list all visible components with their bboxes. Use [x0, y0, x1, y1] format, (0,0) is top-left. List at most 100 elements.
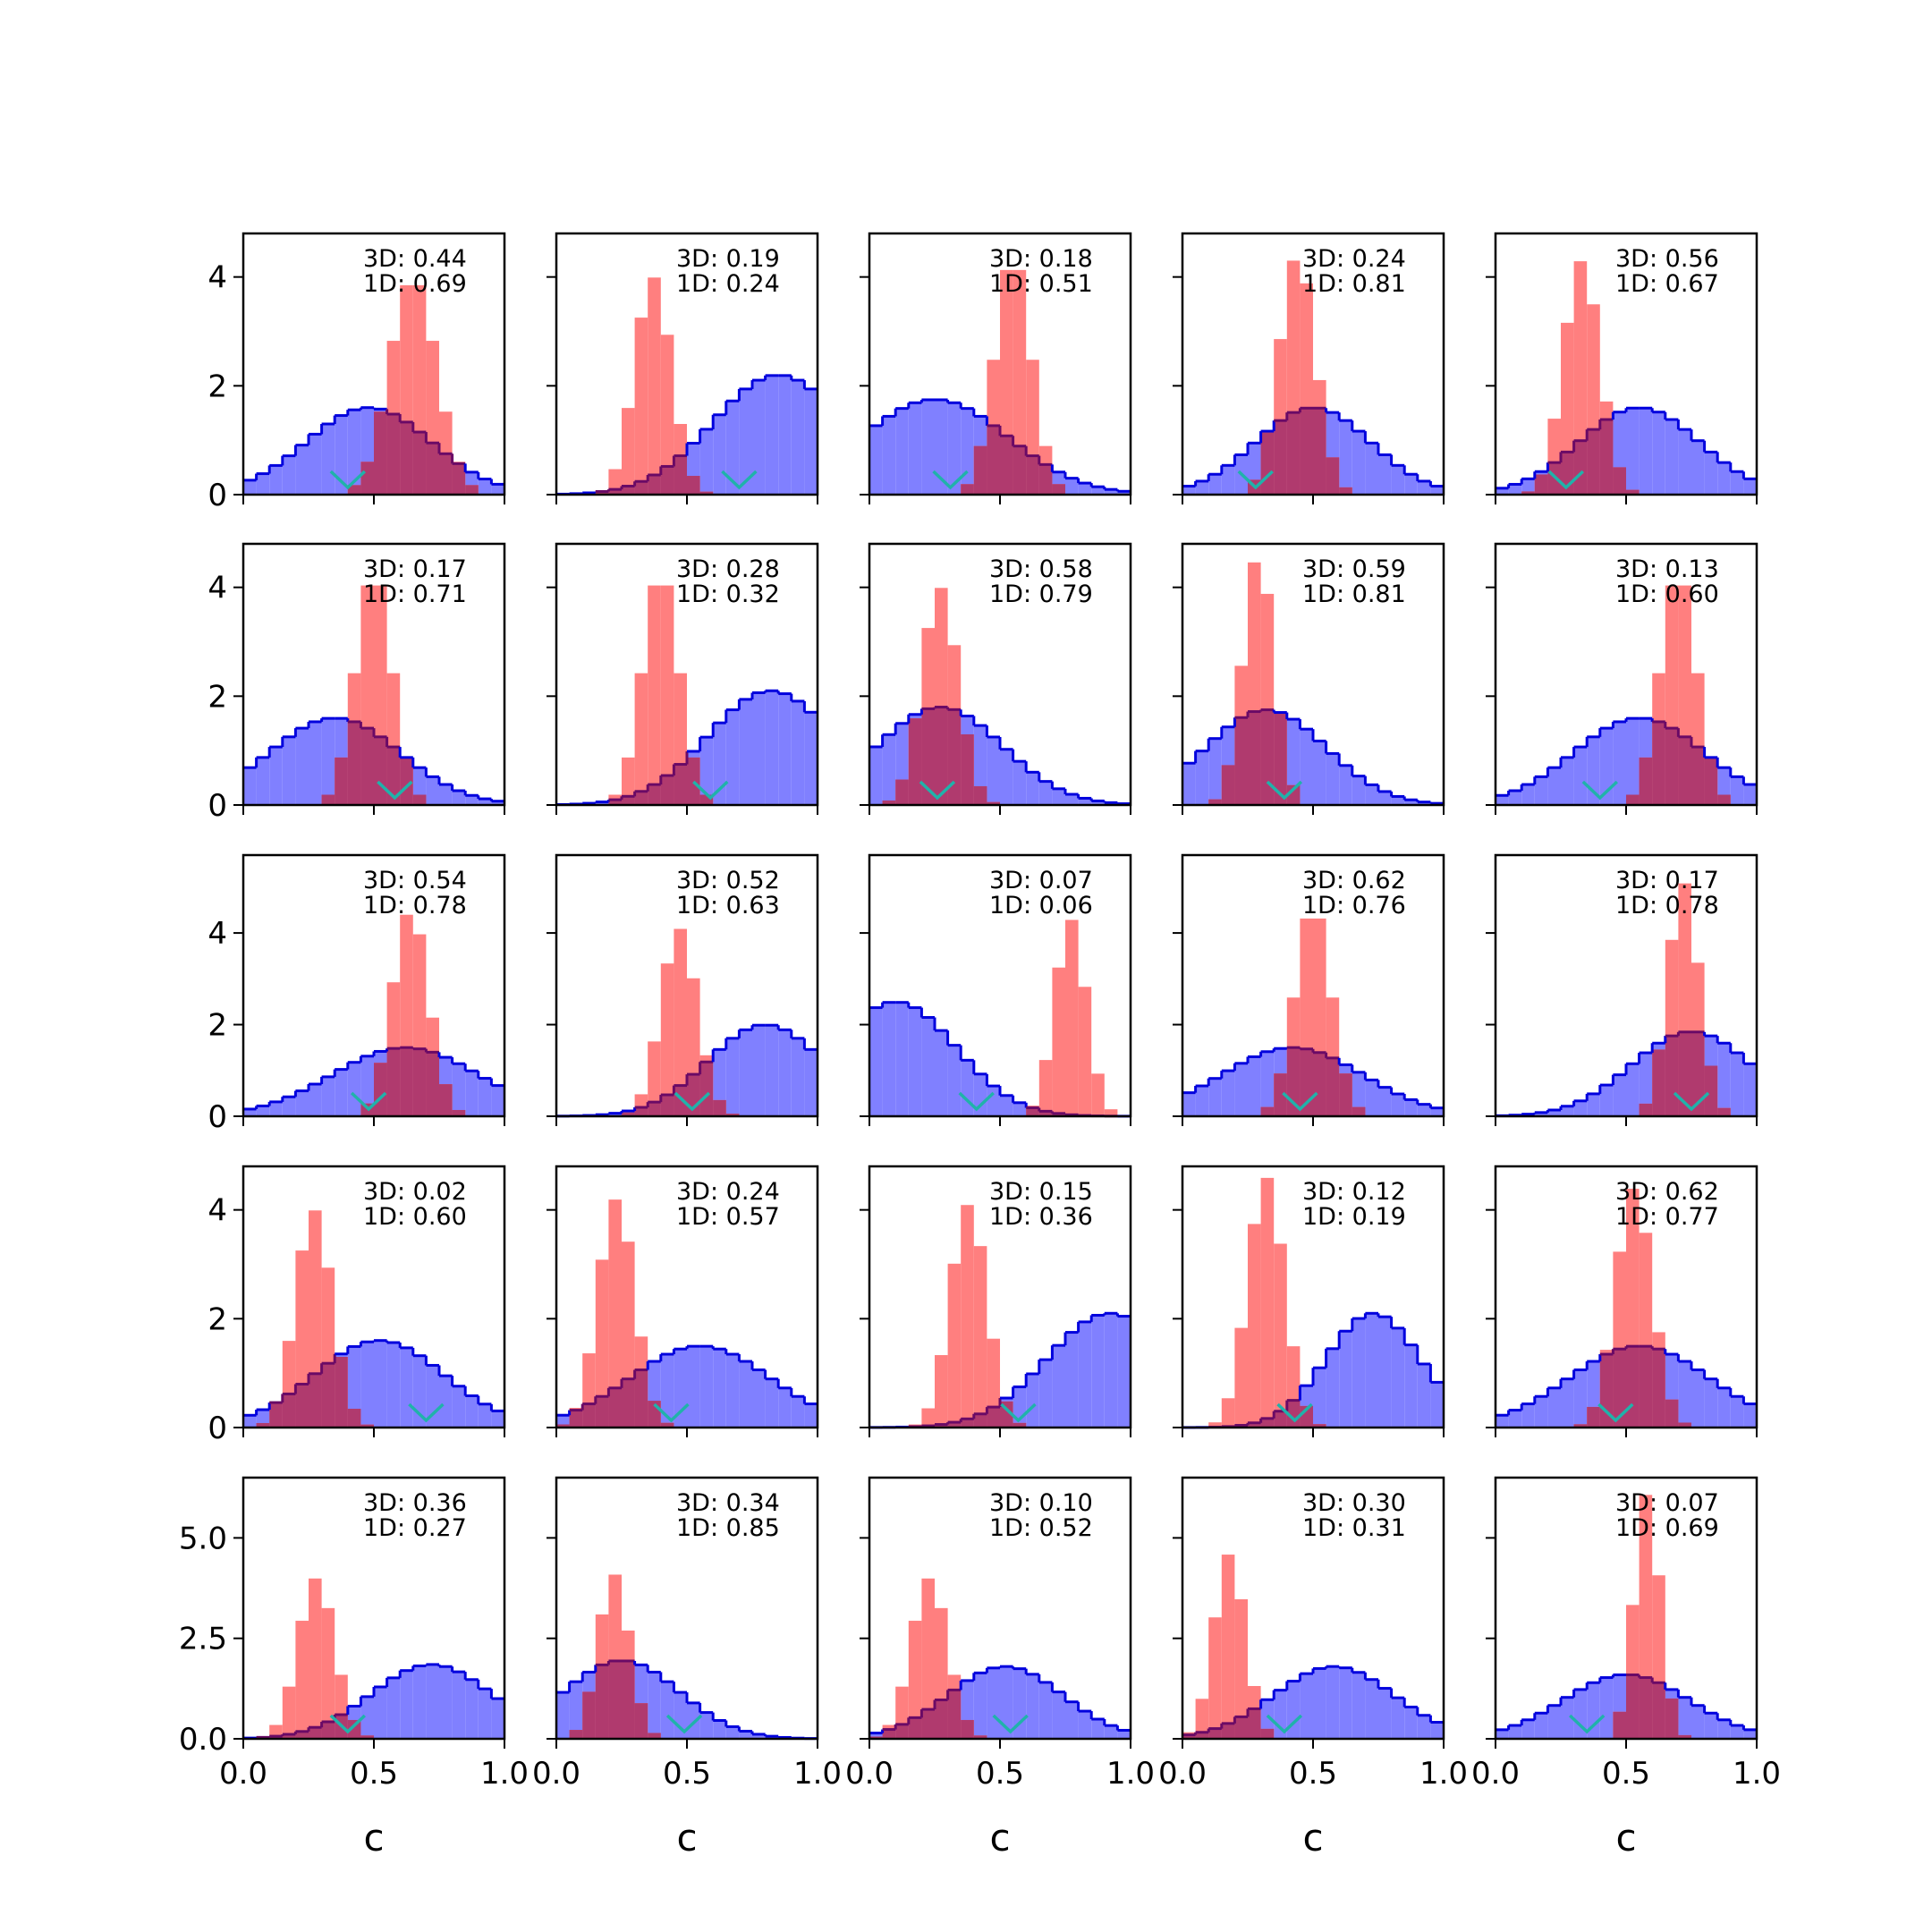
overlap-bar — [1704, 757, 1718, 805]
narrow-bar — [648, 1041, 661, 1116]
wide-bar — [1195, 480, 1209, 495]
wide-bar — [713, 414, 726, 495]
overlap-bar — [360, 728, 374, 805]
chevron-down-icon — [992, 1714, 1029, 1734]
chevron-down-icon — [919, 780, 956, 801]
overlap-bar — [935, 1699, 948, 1739]
wide-bar — [269, 747, 283, 805]
wide-bar — [908, 402, 922, 495]
wide-bar — [335, 1069, 348, 1116]
wide-bar — [465, 1071, 479, 1116]
overlap-bar — [973, 445, 987, 495]
overlap-bar — [608, 489, 622, 495]
chevron-down-icon — [350, 1091, 387, 1112]
wide-bar — [1730, 1725, 1744, 1739]
wide-bar — [256, 757, 270, 805]
overlap-bar — [1652, 1349, 1665, 1428]
wide-bar — [1391, 1327, 1405, 1428]
wide-bar — [921, 1017, 935, 1116]
wide-bar — [1508, 1410, 1522, 1428]
overlap-bar — [935, 1424, 948, 1428]
wide-bar — [491, 484, 504, 495]
chevron-down-icon — [329, 470, 367, 490]
overlap-bar — [1626, 794, 1640, 805]
wide-bar — [895, 408, 909, 495]
x-tick-label: 1.0 — [480, 1756, 529, 1792]
wide-bar — [1743, 479, 1757, 495]
wide-bar — [426, 1664, 439, 1739]
overlap-bar — [1639, 757, 1653, 805]
wide-bar — [608, 1113, 622, 1116]
wide-bar — [947, 1045, 962, 1116]
overlap-bar — [674, 764, 687, 805]
wide-bar — [778, 693, 792, 805]
wide-bar — [1547, 767, 1561, 805]
wide-bar — [1561, 1697, 1574, 1739]
wide-bar — [1534, 1396, 1548, 1428]
overlap-bar — [256, 1422, 270, 1428]
annotation-3d: 3D: 0.12 — [1302, 1178, 1406, 1206]
chevron-down-icon — [958, 1091, 995, 1112]
wide-bar — [1691, 1369, 1705, 1428]
narrow-bar — [608, 1199, 622, 1428]
wide-bar — [1260, 1051, 1275, 1116]
annotation-3d: 3D: 0.07 — [1615, 1489, 1719, 1517]
wide-bar — [295, 445, 309, 495]
wide-bar — [335, 415, 348, 495]
overlap-bar — [973, 1735, 987, 1739]
wide-bar — [752, 1369, 766, 1428]
wide-bar — [1078, 798, 1092, 805]
narrow-bar — [1065, 919, 1079, 1116]
overlap-bar — [1274, 1073, 1287, 1116]
overlap-bar — [1326, 457, 1340, 495]
overlap-bar — [1599, 419, 1614, 495]
overlap-bar — [699, 491, 714, 495]
x-axis-label: c — [676, 1816, 697, 1860]
overlap-bar — [1038, 1111, 1053, 1116]
wide-bar — [1717, 1387, 1731, 1428]
wide-bar — [1052, 1345, 1065, 1428]
narrow-bar — [660, 585, 674, 805]
narrow-bar — [660, 335, 674, 495]
annotation-3d: 3D: 0.44 — [363, 245, 467, 273]
wide-bar — [987, 1667, 1000, 1739]
narrow-bar — [1104, 1109, 1118, 1116]
wide-bar — [687, 1346, 700, 1428]
wide-bar — [713, 1349, 726, 1428]
overlap-bar — [1248, 1708, 1261, 1739]
wide-bar — [1013, 761, 1027, 805]
overlap-bar — [1613, 1711, 1626, 1739]
wide-bar — [478, 479, 492, 495]
overlap-bar — [452, 463, 466, 495]
wide-bar — [1078, 483, 1092, 495]
overlap-bar — [400, 1047, 413, 1116]
wide-bar — [282, 736, 296, 805]
wide-bar — [674, 1692, 687, 1739]
narrow-bar — [634, 673, 648, 805]
wide-bar — [1404, 1344, 1418, 1428]
wide-bar — [1391, 796, 1405, 805]
wide-bar — [1352, 1672, 1366, 1739]
wide-bar — [1743, 1063, 1757, 1116]
overlap-bar — [1000, 436, 1013, 495]
y-tick-label: 2 — [208, 1008, 227, 1044]
overlap-bar — [1521, 491, 1535, 495]
overlap-bar — [921, 708, 935, 805]
wide-bar — [1365, 1313, 1378, 1428]
annotation-3d: 3D: 0.36 — [363, 1489, 467, 1517]
annotation-1d: 1D: 0.71 — [363, 580, 467, 608]
wide-bar — [739, 388, 752, 495]
overlap-bar — [660, 775, 674, 805]
overlap-bar — [1221, 765, 1235, 805]
wide-bar — [1352, 1072, 1366, 1116]
wide-bar — [1404, 1099, 1418, 1116]
overlap-bar — [921, 1709, 935, 1739]
wide-bar — [869, 425, 883, 495]
